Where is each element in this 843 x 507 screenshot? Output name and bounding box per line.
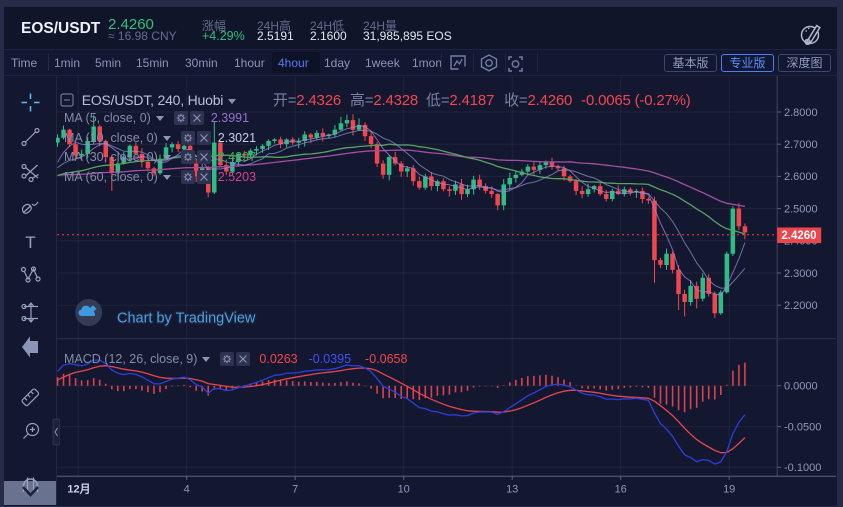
svg-text:7: 7 — [292, 484, 298, 496]
svg-text:19: 19 — [723, 484, 735, 496]
svg-text:2.5000: 2.5000 — [784, 203, 818, 215]
svg-text:-0.1000: -0.1000 — [784, 462, 821, 474]
svg-text:12月: 12月 — [67, 483, 90, 496]
svg-text:10: 10 — [398, 484, 410, 496]
svg-text:13: 13 — [506, 484, 518, 496]
svg-text:0.0000: 0.0000 — [784, 381, 818, 393]
svg-text:Chart by TradingView: Chart by TradingView — [117, 311, 256, 327]
svg-text:2.7000: 2.7000 — [784, 139, 818, 151]
svg-text:2.4260: 2.4260 — [781, 230, 816, 242]
svg-text:2.6000: 2.6000 — [784, 171, 818, 183]
svg-text:2.8000: 2.8000 — [784, 107, 818, 119]
svg-text:4: 4 — [184, 484, 190, 496]
svg-text:16: 16 — [615, 484, 627, 496]
svg-text:2.3000: 2.3000 — [784, 268, 818, 280]
svg-text:-0.0500: -0.0500 — [784, 421, 821, 433]
svg-text:T: T — [25, 233, 35, 252]
svg-text:2.2000: 2.2000 — [784, 300, 818, 312]
